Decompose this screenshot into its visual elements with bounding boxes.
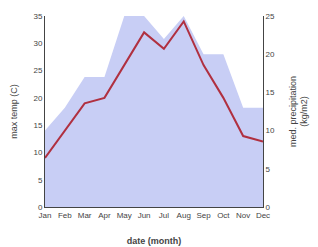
svg-text:Aug: Aug xyxy=(177,211,191,220)
svg-text:date (month): date (month) xyxy=(127,236,182,246)
svg-text:10: 10 xyxy=(266,126,275,135)
svg-text:25: 25 xyxy=(266,12,275,21)
svg-text:35: 35 xyxy=(33,12,42,21)
svg-text:Sep: Sep xyxy=(196,211,211,220)
svg-text:Oct: Oct xyxy=(217,211,230,220)
svg-text:5: 5 xyxy=(38,176,43,185)
svg-text:0: 0 xyxy=(266,203,271,212)
svg-text:Jun: Jun xyxy=(138,211,151,220)
svg-text:15: 15 xyxy=(33,121,42,130)
svg-text:Nov: Nov xyxy=(236,211,250,220)
svg-text:med. precipitation(kg/m2): med. precipitation(kg/m2) xyxy=(288,76,310,147)
svg-text:10: 10 xyxy=(33,148,42,157)
svg-text:Mar: Mar xyxy=(78,211,92,220)
svg-text:30: 30 xyxy=(33,39,42,48)
svg-text:May: May xyxy=(117,211,132,220)
svg-text:25: 25 xyxy=(33,66,42,75)
svg-text:max temp (C): max temp (C) xyxy=(9,84,19,139)
svg-text:Jul: Jul xyxy=(159,211,169,220)
svg-text:Dec: Dec xyxy=(256,211,270,220)
svg-text:20: 20 xyxy=(33,94,42,103)
svg-text:0: 0 xyxy=(38,203,43,212)
svg-text:15: 15 xyxy=(266,88,275,97)
svg-text:Apr: Apr xyxy=(98,211,111,220)
svg-text:5: 5 xyxy=(266,165,271,174)
svg-text:Feb: Feb xyxy=(58,211,72,220)
svg-text:Jan: Jan xyxy=(39,211,52,220)
svg-text:20: 20 xyxy=(266,50,275,59)
